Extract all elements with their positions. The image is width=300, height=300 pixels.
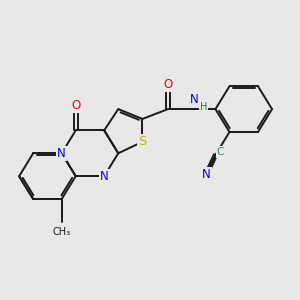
Text: N: N — [190, 93, 199, 106]
Text: N: N — [100, 170, 109, 183]
Text: N: N — [202, 168, 211, 181]
Text: S: S — [138, 135, 147, 148]
Text: N: N — [57, 147, 66, 160]
Text: O: O — [164, 78, 172, 91]
Text: H: H — [200, 103, 207, 112]
Text: O: O — [71, 99, 80, 112]
Text: CH₃: CH₃ — [52, 227, 71, 237]
Text: C: C — [217, 147, 224, 157]
